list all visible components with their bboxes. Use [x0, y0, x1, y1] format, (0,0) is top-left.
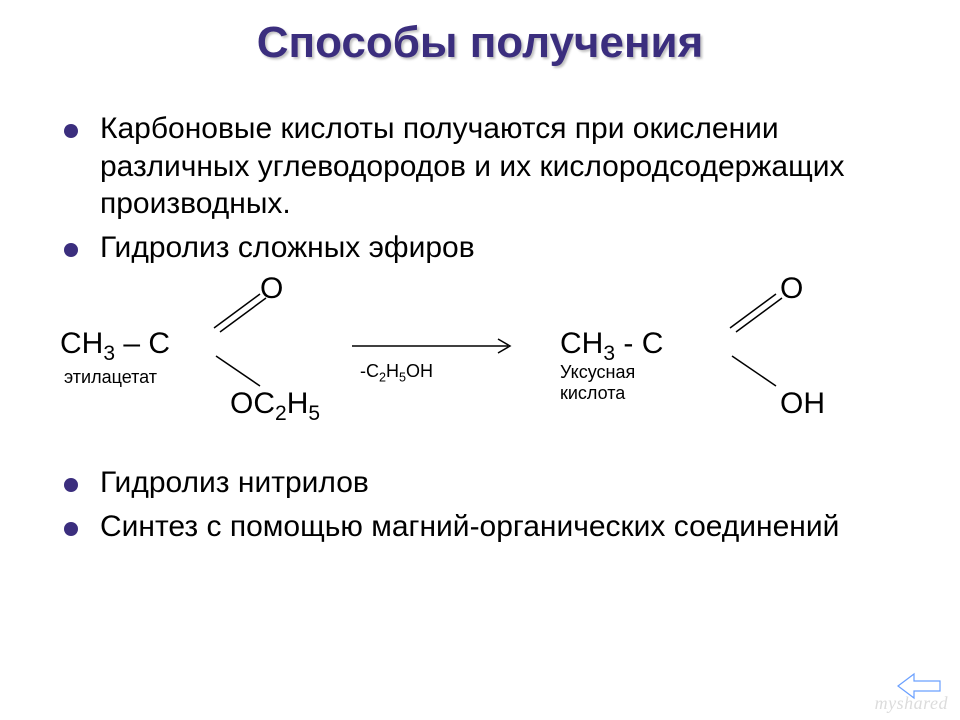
page-title: Способы получения — [0, 18, 960, 68]
arrow-above-prefix: -C — [360, 361, 379, 381]
left-double-bond — [212, 288, 267, 333]
back-arrow-button[interactable] — [896, 671, 942, 706]
bullet-1: Карбоновые кислоты получаются при окисле… — [60, 110, 900, 223]
arrow-above-sub2: 5 — [399, 371, 406, 385]
reaction-arrow — [350, 336, 520, 356]
slide: Способы получения Карбоновые кислоты пол… — [0, 0, 960, 720]
left-bottom: OC2H5 — [230, 385, 320, 423]
left-main-sub: 3 — [103, 342, 115, 365]
left-bottom-sub2: 5 — [308, 402, 320, 425]
right-double-bond — [728, 288, 783, 333]
arrow-label: -C2H5OH — [360, 360, 433, 383]
back-arrow-icon — [896, 671, 942, 701]
left-main-prefix: CH — [60, 327, 103, 360]
right-main: CH3 - C — [560, 325, 663, 363]
bullet-3: Гидролиз нитрилов — [60, 464, 900, 502]
left-bottom-mid: H — [287, 387, 309, 420]
right-top-O: O — [780, 270, 803, 308]
right-main-suffix: - C — [615, 327, 663, 360]
left-bottom-prefix: OC — [230, 387, 275, 420]
left-caption: этилацетат — [64, 366, 157, 389]
arrow-above-mid: H — [386, 361, 399, 381]
body: Карбоновые кислоты получаются при окисле… — [60, 110, 900, 551]
right-caption: Уксусная кислота — [560, 362, 635, 403]
right-caption-l2: кислота — [560, 383, 625, 403]
reaction-diagram: O CH3 – C OC2H5 этилацетат — [60, 270, 900, 460]
right-main-prefix: CH — [560, 327, 603, 360]
right-single-bond — [728, 352, 783, 392]
arrow-above-sub1: 2 — [379, 371, 386, 385]
left-main-suffix: – C — [115, 327, 170, 360]
left-bottom-sub1: 2 — [275, 402, 287, 425]
left-main: CH3 – C — [60, 325, 170, 363]
arrow-above-suffix: OH — [406, 361, 433, 381]
right-caption-l1: Уксусная — [560, 362, 635, 382]
right-bottom: OH — [780, 385, 825, 423]
bullet-4: Синтез с помощью магний-органических сое… — [60, 508, 900, 546]
bullet-2: Гидролиз сложных эфиров — [60, 229, 900, 267]
